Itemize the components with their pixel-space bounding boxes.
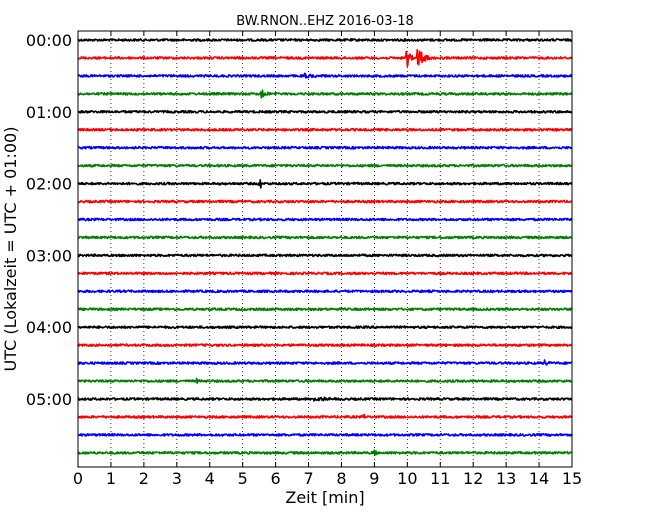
trace-0400 [77, 325, 573, 330]
y-tick-label-0200: 02:00 [26, 175, 72, 194]
x-tick-label-9: 9 [369, 469, 379, 488]
trace-0530 [77, 433, 573, 437]
grid-lines [110, 31, 540, 467]
trace-0315 [77, 271, 573, 276]
trace-0200 [77, 179, 573, 189]
x-tick-label-1: 1 [106, 469, 116, 488]
trace-0100 [77, 109, 573, 114]
y-tick-label-0000: 00:00 [26, 31, 72, 50]
trace-0245 [77, 235, 573, 240]
axes-frame [77, 30, 573, 468]
trace-0145 [77, 163, 573, 168]
y-tick-label-0300: 03:00 [26, 246, 72, 265]
trace-0445 [77, 377, 573, 385]
y-tick-label-0400: 04:00 [26, 318, 72, 337]
y-axis-ticks: 00:00 01:00 02:00 03:00 04:00 05:00 [26, 31, 572, 409]
trace-0115 [77, 127, 573, 132]
y-tick-label-0100: 01:00 [26, 103, 72, 122]
x-tick-label-0: 0 [73, 469, 83, 488]
x-tick-label-2: 2 [139, 469, 149, 488]
trace-0015 [77, 49, 573, 68]
y-tick-label-0500: 05:00 [26, 390, 72, 409]
trace-0130 [77, 145, 573, 150]
x-tick-label-15: 15 [562, 469, 582, 488]
x-axis-label: Zeit [min] [285, 488, 364, 507]
trace-0045 [77, 89, 573, 99]
x-tick-label-14: 14 [529, 469, 549, 488]
trace-0545 [77, 449, 573, 456]
trace-0000 [77, 38, 573, 42]
x-tick-label-6: 6 [271, 469, 281, 488]
trace-0330 [77, 289, 573, 294]
trace-0215 [77, 199, 573, 204]
trace-0500 [77, 396, 573, 402]
x-tick-label-12: 12 [463, 469, 483, 488]
trace-0515 [77, 413, 573, 419]
trace-0300 [77, 253, 573, 258]
x-axis-ticks: 0 1 2 3 4 5 6 7 8 9 10 11 12 13 14 15 [73, 31, 582, 488]
x-tick-label-3: 3 [172, 469, 182, 488]
trace-0345 [77, 307, 573, 312]
x-tick-label-7: 7 [303, 469, 313, 488]
x-tick-label-13: 13 [496, 469, 516, 488]
trace-layer [77, 38, 573, 456]
x-tick-label-10: 10 [397, 469, 417, 488]
x-tick-label-8: 8 [336, 469, 346, 488]
y-axis-label: UTC (Lokalzeit = UTC + 01:00) [1, 127, 20, 372]
x-tick-label-4: 4 [205, 469, 215, 488]
chart-title: BW.RNON..EHZ 2016-03-18 [236, 14, 414, 29]
trace-0430 [77, 359, 573, 366]
trace-0415 [77, 343, 573, 348]
x-tick-label-5: 5 [238, 469, 248, 488]
x-tick-label-11: 11 [430, 469, 450, 488]
trace-0230 [77, 217, 573, 222]
trace-0030 [77, 72, 573, 79]
